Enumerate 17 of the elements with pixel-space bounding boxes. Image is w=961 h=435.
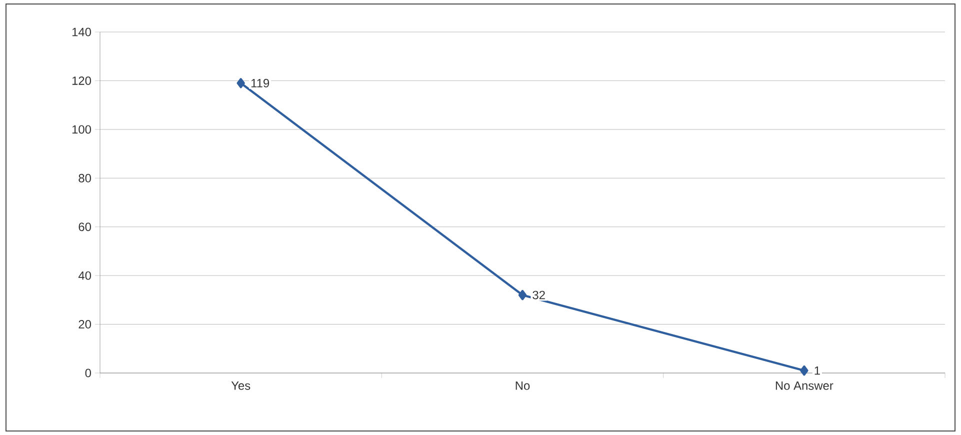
point [518, 290, 527, 300]
y-tick-label: 40 [78, 271, 92, 280]
x-tick-label: Yes [231, 382, 250, 390]
data-label: 119 [251, 78, 270, 88]
x-tick-label: No [516, 382, 530, 390]
data-label: 32 [532, 290, 545, 300]
point [800, 365, 808, 376]
x-tick-label: No Answer [776, 382, 834, 390]
y-tick-label: 0 [85, 368, 92, 378]
y-tick-label: 20 [78, 320, 92, 329]
data-label: 1 [814, 366, 820, 375]
point [236, 78, 245, 88]
y-tick-label: 140 [72, 28, 92, 36]
y-tick-label: 60 [78, 222, 92, 232]
y-tick-label: 80 [78, 174, 92, 182]
y-tick-label: 100 [72, 125, 92, 134]
y-tick-label: 120 [72, 76, 92, 85]
